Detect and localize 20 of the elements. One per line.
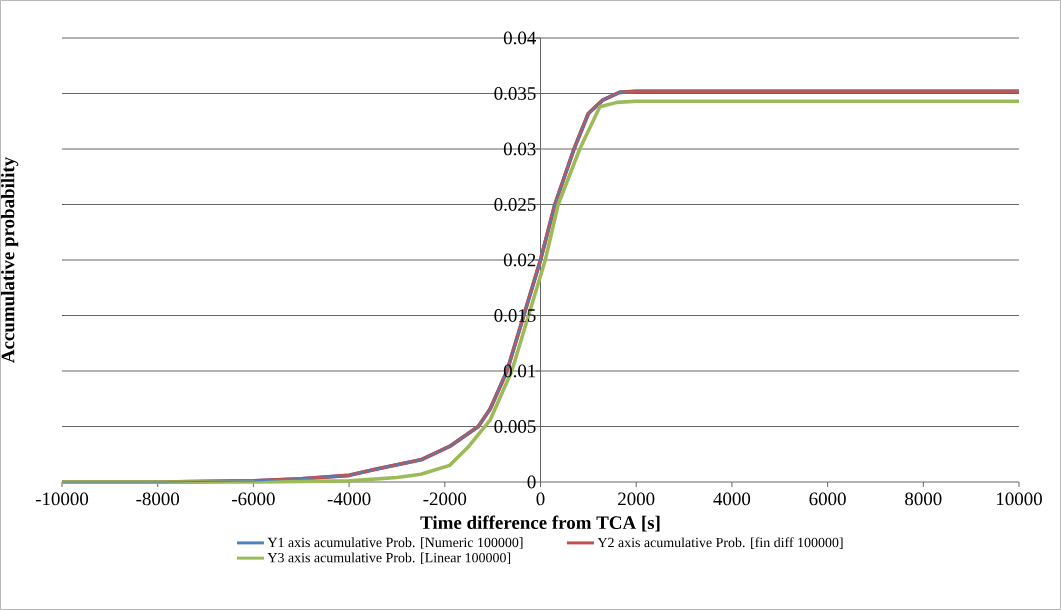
x-tick-label: -10000 bbox=[35, 492, 89, 506]
x-tick-label: -8000 bbox=[136, 492, 180, 506]
x-tick-label: 4000 bbox=[713, 492, 751, 506]
y-tick-label: 0.02 bbox=[503, 253, 536, 267]
legend-label: Y2 axis acumulative Prob. [fin diff 100000] bbox=[597, 537, 843, 549]
x-axis-title: Time difference from TCA [s] bbox=[420, 515, 660, 532]
x-tick-label: 8000 bbox=[905, 492, 942, 506]
y-tick-label: 0 bbox=[527, 475, 536, 489]
y-axis-title: Accumulative probability bbox=[1, 157, 19, 363]
x-tick-label: 2000 bbox=[618, 492, 655, 506]
x-tick-label: -2000 bbox=[423, 492, 467, 506]
x-tick-label: -4000 bbox=[327, 492, 371, 506]
x-tick-label: 10000 bbox=[997, 492, 1042, 506]
x-tick-label: 0 bbox=[536, 492, 545, 506]
legend-label: Y1 axis acumulative Prob. [Numeric 100000] bbox=[267, 537, 523, 549]
y-tick-label: 0.03 bbox=[503, 142, 536, 156]
y-tick-label: 0.04 bbox=[503, 31, 537, 45]
x-tick-label: -6000 bbox=[232, 492, 275, 506]
x-tick-label: 6000 bbox=[809, 492, 846, 506]
legend-label: Y3 axis acumulative Prob. [Linear 100000] bbox=[267, 552, 511, 565]
